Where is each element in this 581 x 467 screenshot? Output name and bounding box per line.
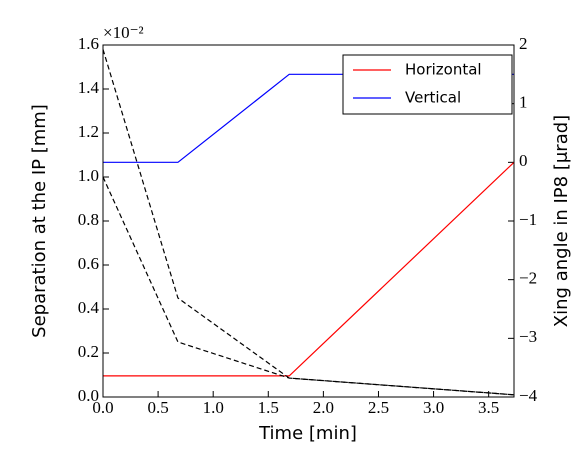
x-tick-label: 0.0 [92, 398, 113, 417]
y-tick-label: 1.0 [78, 166, 99, 185]
plot-frame [102, 44, 515, 398]
x-tick-label: 2.5 [368, 398, 389, 417]
y2-tick-label: 1 [519, 93, 528, 112]
y-tick-label: 1.6 [78, 34, 99, 53]
y2-tick-label: −1 [519, 210, 537, 229]
x-axis-label: Time [min] [258, 423, 357, 444]
series-line [102, 176, 515, 396]
y-tick-label: 0.8 [78, 210, 99, 229]
series-line [103, 161, 515, 377]
y-tick-label: 1.4 [78, 78, 100, 97]
x-tick-label: 3.0 [423, 398, 444, 417]
x-tick-label: 3.5 [478, 398, 499, 417]
y2-tick-label: 2 [519, 34, 528, 53]
y-tick-label: 0.0 [78, 386, 99, 405]
x-tick-label: 1.5 [258, 398, 279, 417]
series-line [102, 49, 515, 396]
y2-axis-label: Xing angle in IP8 [μrad] [551, 115, 572, 327]
legend-label: Vertical [405, 89, 461, 107]
y-axis-label: Separation at the IP [mm] [29, 104, 50, 338]
y2-tick-label: −2 [519, 269, 537, 288]
y-tick-label: 0.2 [78, 342, 99, 361]
x-tick-label: 2.0 [313, 398, 334, 417]
y-tick-label: 0.6 [78, 254, 99, 273]
legend-box [342, 54, 513, 115]
y2-tick-label: −3 [519, 327, 537, 346]
y2-tick-label: −4 [519, 386, 538, 405]
legend-label: Horizontal [405, 61, 482, 79]
x-tick-label: 0.5 [147, 398, 168, 417]
y-tick-label: 0.4 [78, 298, 100, 317]
y-tick-label: 1.2 [78, 122, 99, 141]
x-tick-label: 1.0 [203, 398, 224, 417]
y2-tick-label: 0 [519, 151, 528, 170]
y-offset-label: ×10⁻² [103, 23, 144, 42]
